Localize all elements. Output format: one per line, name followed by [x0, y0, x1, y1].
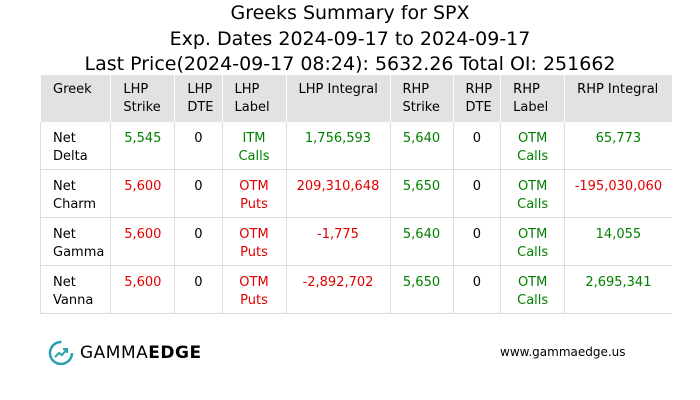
- logo-text-bold: EDGE: [148, 343, 202, 363]
- table-cell: 0: [174, 169, 222, 218]
- table-cell: OTM Puts: [221, 265, 286, 314]
- table-cell: -1,775: [285, 217, 390, 266]
- title-line: Greeks Summary for SPX: [230, 2, 470, 24]
- table-cell: 5,640: [389, 122, 453, 170]
- greeks-table: Greek LHP Strike LHP DTE LHP Label LHP Integ…: [39, 75, 672, 314]
- table-row: Net Delta 5,545 0 ITM Calls 1,756,593 5,640 0 O…: [39, 122, 672, 170]
- table-cell: 0: [452, 265, 501, 314]
- table-cell: 5,600: [110, 169, 175, 218]
- table-cell: 5,545: [110, 122, 175, 170]
- table-cell: ITM Calls: [221, 122, 286, 170]
- column-header: RHP Strike: [389, 75, 453, 122]
- title-line: Exp. Dates 2024-09-17 to 2024-09-17: [169, 27, 531, 50]
- table-cell: 2,695,341: [564, 265, 672, 314]
- table-cell: 0: [174, 217, 222, 266]
- table-cell: 0: [452, 217, 501, 266]
- table-cell: 14,055: [564, 217, 672, 266]
- title-line: Last Price(2024-09-17 08:24): 5632.26 To…: [84, 53, 616, 75]
- table-cell: OTM Calls: [500, 217, 565, 266]
- table-cell: Net Gamma: [39, 217, 111, 266]
- column-header: RHP Integral: [564, 75, 672, 122]
- table-cell: 0: [174, 122, 222, 170]
- table-cell: 5,650: [389, 169, 453, 218]
- column-header: Greek: [39, 75, 111, 122]
- table-cell: OTM Puts: [221, 217, 286, 266]
- table-row: Net Charm 5,600 0 OTM Puts 209,310,648 5,650 0…: [39, 169, 672, 218]
- column-header: RHP DTE: [452, 75, 501, 122]
- column-header: LHP Label: [221, 75, 286, 122]
- table-cell: OTM Calls: [500, 169, 565, 218]
- table-row: Net Gamma 5,600 0 OTM Puts -1,775 5,640 0 OTM C…: [39, 217, 672, 266]
- table-cell: OTM Calls: [500, 122, 565, 170]
- column-header: LHP Strike: [110, 75, 175, 122]
- table-cell: 0: [452, 122, 501, 170]
- table-cell: Net Charm: [39, 169, 111, 218]
- table-cell: Net Vanna: [39, 265, 111, 314]
- table-cell: 5,600: [110, 265, 175, 314]
- table-cell: Net Delta: [39, 122, 111, 170]
- column-header: RHP Label: [500, 75, 565, 122]
- title-block: Greeks Summary for SPX Exp. Dates 2024-09…: [0, 1, 700, 78]
- table-cell: 5,640: [389, 217, 453, 266]
- table-cell: 0: [174, 265, 222, 314]
- table-cell: 1,756,593: [285, 122, 390, 170]
- table-cell: OTM Calls: [500, 265, 565, 314]
- logo-icon: [48, 340, 74, 366]
- header-row: Greek LHP Strike LHP DTE LHP Label LHP Integ…: [39, 75, 672, 122]
- table-cell: 209,310,648: [285, 169, 390, 218]
- logo-text: GAMMA: [80, 343, 149, 363]
- table-cell: -2,892,702: [285, 265, 390, 314]
- table-row: Net Vanna 5,600 0 OTM Puts -2,892,702 5,650 0 O…: [39, 265, 672, 314]
- table-cell: -195,030,060: [564, 169, 672, 218]
- table-cell: 0: [452, 169, 501, 218]
- table-cell: 5,600: [110, 217, 175, 266]
- website-url: www.gammaedge.us: [500, 345, 626, 359]
- column-header: LHP DTE: [174, 75, 222, 122]
- column-header: LHP Integral: [285, 75, 390, 122]
- logo: GAMMAEDGE: [48, 340, 202, 366]
- table-cell: OTM Puts: [221, 169, 286, 218]
- table-cell: 5,650: [389, 265, 453, 314]
- table-cell: 65,773: [564, 122, 672, 170]
- table-body: Net Delta 5,545 0 ITM Calls 1,756,593 5,640 0 O…: [39, 122, 672, 314]
